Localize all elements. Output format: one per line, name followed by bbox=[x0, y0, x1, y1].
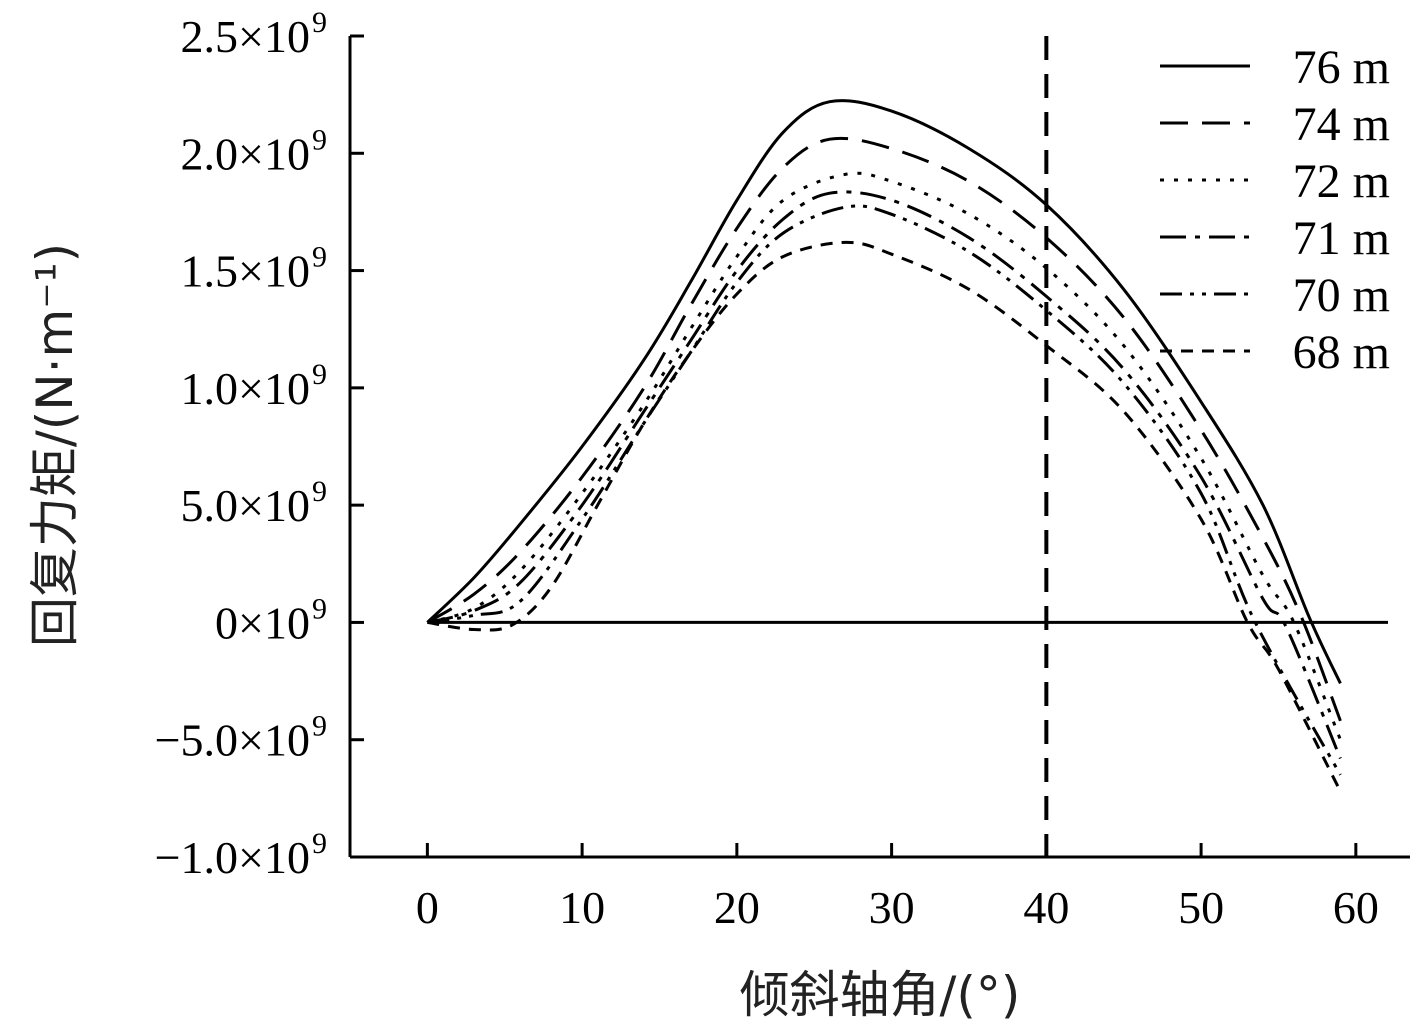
y-tick-label: 2.0×10 bbox=[181, 128, 310, 179]
legend-label: 70 m bbox=[1293, 269, 1390, 322]
series-72m-line bbox=[426, 171, 1342, 741]
y-tick-exponent: 9 bbox=[312, 241, 327, 274]
y-tick-label: 0×10 bbox=[215, 597, 310, 648]
y-tick-exponent: 9 bbox=[312, 475, 327, 508]
y-axis-ticks: 2.5×10 92.0×10 91.5×10 91.0×10 95.0×10 90×10 9… bbox=[155, 6, 364, 883]
legend-label: 74 m bbox=[1293, 98, 1390, 151]
series-lines bbox=[426, 99, 1342, 792]
series-68m-line bbox=[427, 240, 1342, 792]
x-tick-label: 0 bbox=[416, 882, 439, 933]
y-tick-label: −5.0×10 bbox=[155, 715, 310, 766]
y-tick-label: 2.5×10 bbox=[181, 11, 310, 62]
series-71m-line bbox=[427, 190, 1342, 760]
x-axis-title: 倾斜轴角/(°) bbox=[740, 966, 1021, 1024]
x-axis-ticks: 0 10 20 30 40 50 60 bbox=[416, 843, 1379, 933]
y-axis-title: 回复力矩/(N·m⁻¹) bbox=[26, 243, 84, 647]
legend-label: 76 m bbox=[1293, 41, 1390, 94]
x-tick-label: 10 bbox=[559, 882, 605, 933]
y-tick-exponent: 9 bbox=[312, 123, 327, 156]
x-tick-label: 40 bbox=[1023, 882, 1069, 933]
y-tick-exponent: 9 bbox=[312, 710, 327, 743]
y-tick-exponent: 9 bbox=[312, 358, 327, 391]
x-tick-label: 20 bbox=[714, 882, 760, 933]
y-tick-label: −1.0×10 bbox=[155, 832, 310, 883]
y-tick-exponent: 9 bbox=[312, 6, 327, 39]
legend-label: 68 m bbox=[1293, 326, 1390, 379]
x-tick-label: 50 bbox=[1178, 882, 1224, 933]
y-tick-label: 1.0×10 bbox=[181, 363, 310, 414]
series-70m-line bbox=[427, 204, 1342, 776]
y-tick-exponent: 9 bbox=[312, 592, 327, 625]
axes bbox=[348, 36, 1410, 859]
series-74m-line bbox=[426, 136, 1342, 722]
y-tick-label: 1.5×10 bbox=[181, 246, 310, 297]
x-tick-label: 30 bbox=[869, 882, 915, 933]
legend: 76 m74 m72 m71 m70 m68 m bbox=[1160, 41, 1390, 379]
series-76m-line bbox=[426, 99, 1342, 685]
legend-label: 71 m bbox=[1293, 212, 1390, 265]
x-tick-label: 60 bbox=[1333, 882, 1379, 933]
legend-label: 72 m bbox=[1293, 155, 1390, 208]
y-tick-exponent: 9 bbox=[312, 827, 327, 860]
y-tick-label: 5.0×10 bbox=[181, 480, 310, 531]
